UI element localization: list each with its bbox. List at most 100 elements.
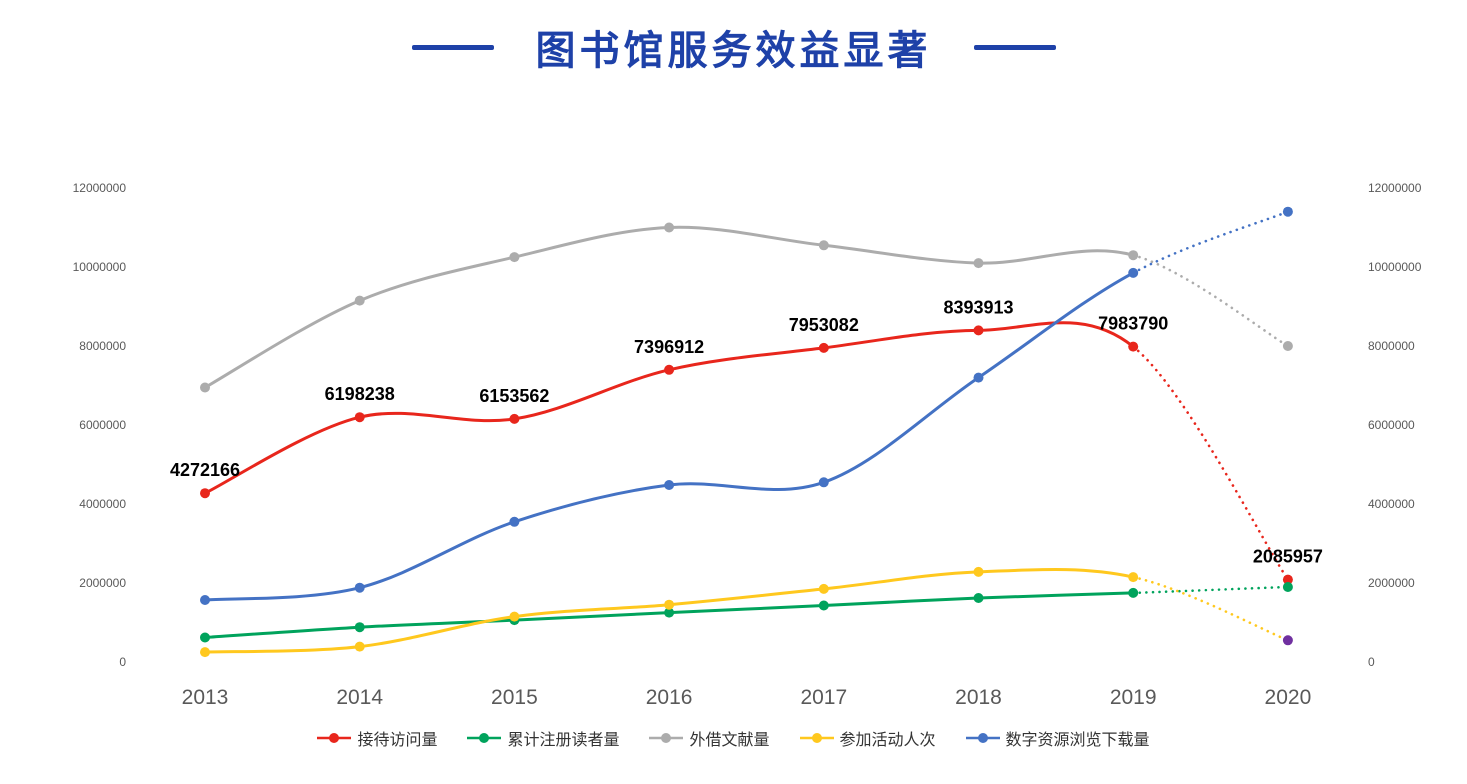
y-tick-label-left: 10000000: [73, 260, 127, 274]
legend-item-4[interactable]: 数字资源浏览下载量: [965, 726, 1150, 750]
data-point: [818, 600, 829, 611]
y-tick-label-right: 4000000: [1368, 497, 1415, 511]
data-point: [664, 480, 675, 490]
x-axis-label: 2017: [800, 686, 847, 709]
series-forecast-line-1: [1131, 585, 1290, 595]
y-tick-label-right: 6000000: [1368, 418, 1415, 432]
page-title: 图书馆服务效益显著: [535, 29, 932, 73]
data-point: [509, 252, 520, 263]
data-label: 6153562: [479, 386, 549, 406]
data-point: [1128, 341, 1139, 352]
data-point: [973, 258, 984, 269]
data-label: 7983790: [1098, 314, 1168, 334]
data-point: [200, 595, 210, 605]
data-point: [973, 566, 984, 577]
y-tick-label-right: 10000000: [1368, 260, 1422, 274]
x-axis-label: 2016: [646, 686, 693, 709]
data-point: [818, 583, 829, 594]
legend-marker-icon: [467, 733, 502, 743]
data-point: [664, 607, 675, 618]
x-axis-label: 2014: [336, 686, 383, 709]
y-tick-label-left: 6000000: [79, 418, 126, 432]
data-point: [354, 582, 365, 593]
legend-marker-icon: [317, 733, 352, 743]
legend-marker-icon: [649, 733, 684, 743]
series-forecast-line-0: [1131, 345, 1290, 581]
data-point: [354, 412, 365, 423]
data-point: [200, 382, 210, 393]
data-point: [818, 240, 829, 251]
series-forecast-line-4: [1131, 210, 1290, 275]
data-point: [200, 488, 210, 499]
chart-legend: 接待访问量 累计注册读者量 外借文献量 参加活动人次 数字资源浏览下载量: [0, 726, 1467, 750]
y-tick-label-right: 8000000: [1368, 339, 1415, 353]
chart-header: 图书馆服务效益显著: [0, 18, 1467, 76]
data-label: 8393913: [943, 297, 1013, 317]
data-label: 7953082: [789, 315, 859, 335]
legend-item-2[interactable]: 外借文献量: [649, 726, 770, 750]
data-point: [509, 516, 520, 527]
data-point: [1282, 574, 1293, 585]
data-point: [818, 342, 829, 353]
data-point: [200, 632, 210, 643]
data-point: [1282, 206, 1293, 217]
data-point: [973, 372, 984, 383]
data-point: [1282, 635, 1293, 646]
data-point: [1282, 582, 1293, 592]
series-forecast-line-2: [1131, 253, 1290, 348]
title-dash-left: [411, 44, 494, 50]
y-tick-label-left: 12000000: [73, 181, 127, 195]
data-point: [973, 593, 984, 603]
data-point: [200, 647, 210, 658]
data-label: 2085957: [1253, 547, 1323, 567]
data-point: [1128, 250, 1139, 261]
x-axis-label: 2020: [1265, 686, 1312, 709]
data-point: [509, 611, 520, 622]
y-tick-label-right: 2000000: [1368, 576, 1415, 590]
series-forecast-line-3: [1131, 575, 1290, 642]
legend-label: 累计注册读者量: [507, 732, 620, 749]
x-axis-label: 2013: [182, 686, 229, 709]
x-axis-label: 2018: [955, 686, 1002, 709]
legend-marker-icon: [799, 733, 834, 743]
y-tick-label-left: 0: [119, 655, 126, 669]
series-line-4: [204, 271, 1134, 602]
data-point: [354, 622, 365, 633]
data-label: 6198238: [325, 384, 395, 404]
legend-item-1[interactable]: 累计注册读者量: [467, 726, 619, 750]
data-point: [818, 477, 829, 488]
data-point: [354, 641, 365, 652]
series-line-3: [204, 568, 1134, 654]
series-line-2: [204, 225, 1134, 389]
x-axis-label: 2019: [1110, 686, 1157, 709]
data-label: 4272166: [170, 460, 240, 480]
data-point: [1282, 341, 1293, 351]
y-tick-label-left: 2000000: [79, 576, 126, 590]
x-axis-label: 2015: [491, 686, 538, 709]
y-tick-label-left: 8000000: [79, 339, 126, 353]
data-point: [1128, 267, 1139, 278]
series-line-1: [204, 591, 1134, 639]
data-point: [664, 599, 675, 610]
y-tick-label-right: 12000000: [1368, 181, 1422, 195]
data-point: [509, 413, 520, 424]
data-point: [664, 222, 675, 233]
legend-label: 接待访问量: [357, 732, 438, 749]
data-point: [354, 295, 365, 306]
series-line-0: [204, 321, 1135, 495]
legend-label: 外借文献量: [689, 732, 770, 749]
legend-label: 数字资源浏览下载量: [1005, 732, 1150, 749]
legend-item-3[interactable]: 参加活动人次: [799, 726, 936, 750]
data-point: [664, 364, 675, 375]
y-tick-label-right: 0: [1368, 655, 1375, 669]
legend-label: 参加活动人次: [839, 732, 936, 749]
legend-item-0[interactable]: 接待访问量: [317, 726, 437, 750]
title-dash-right: [973, 44, 1056, 50]
data-point: [1128, 572, 1139, 583]
data-label: 7396912: [634, 337, 704, 357]
data-point: [973, 325, 984, 336]
legend-marker-icon: [965, 733, 1000, 743]
data-point: [1128, 587, 1139, 598]
